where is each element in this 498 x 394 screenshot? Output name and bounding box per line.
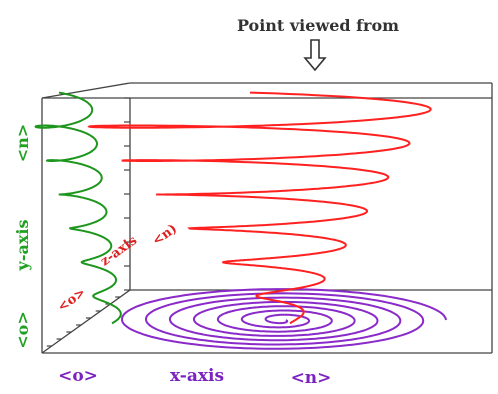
- x-z-plane-projection-spiral: [120, 288, 447, 350]
- x-max-label: <n>: [291, 368, 332, 388]
- y-min-label: <o>: [13, 311, 32, 348]
- z-max-label: <n): [150, 221, 180, 249]
- box-frame: [41, 82, 493, 354]
- y-axis-ticks: [124, 97, 130, 291]
- viewpoint-title: Point viewed from: [237, 16, 399, 35]
- x-min-label: <o>: [58, 366, 98, 386]
- frame-top-left-edge: [41, 82, 131, 99]
- down-arrow-icon: [303, 39, 327, 72]
- z-min-label: <o>: [55, 285, 88, 315]
- y-z-plane-projection-wave: [34, 91, 122, 325]
- x-axis-label: x-axis: [170, 366, 224, 386]
- y-max-label: <n>: [13, 124, 32, 162]
- y-axis-label: y-axis: [13, 220, 32, 272]
- conical-helix-curve: [87, 91, 432, 325]
- z-axis-ticks: [46, 296, 121, 347]
- z-axis-line: [41, 289, 131, 354]
